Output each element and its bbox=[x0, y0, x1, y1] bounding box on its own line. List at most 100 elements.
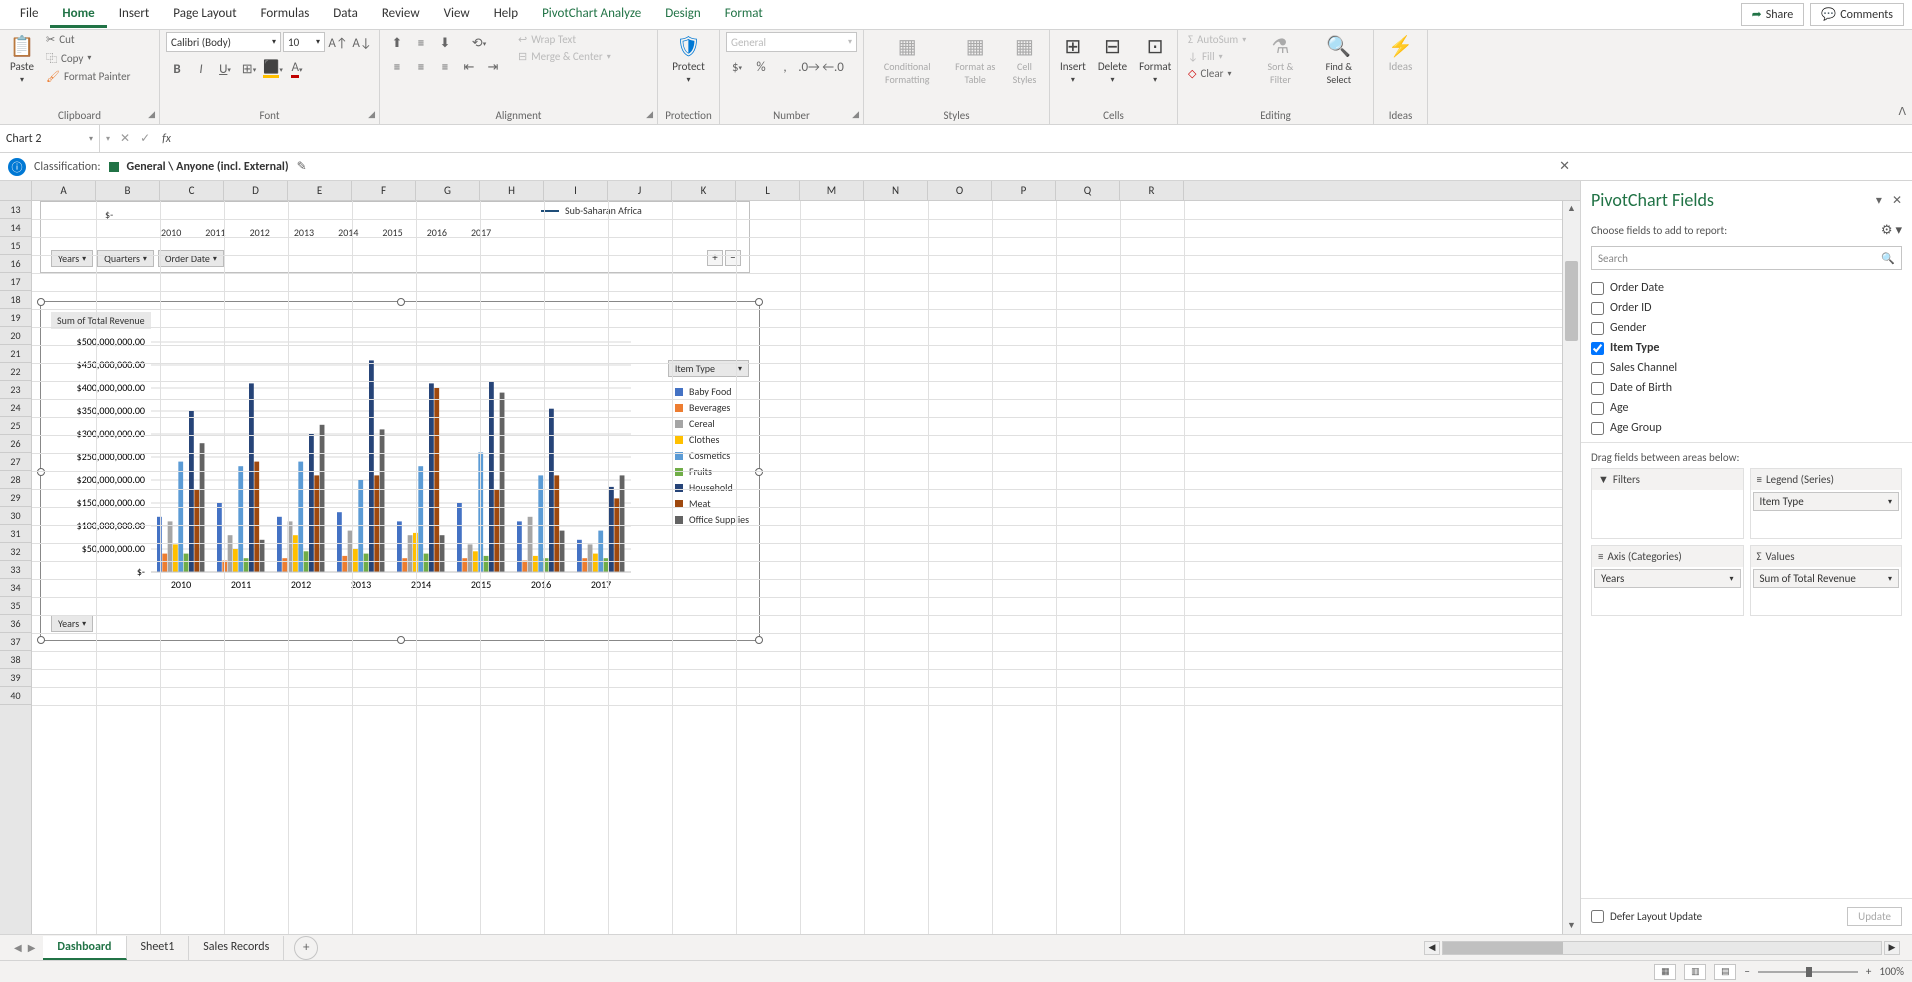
menu-tab-data[interactable]: Data bbox=[321, 2, 370, 28]
indent-inc[interactable]: ⇥ bbox=[482, 56, 504, 78]
row-header-16[interactable]: 16 bbox=[0, 255, 31, 273]
row-header-37[interactable]: 37 bbox=[0, 633, 31, 651]
wrap-text-button[interactable]: ↩Wrap Text bbox=[514, 32, 615, 47]
ribbon-collapse[interactable]: ᐱ bbox=[1898, 105, 1906, 118]
field-checkbox[interactable] bbox=[1591, 342, 1604, 355]
row-header-24[interactable]: 24 bbox=[0, 399, 31, 417]
format-as-table[interactable]: ▦Format as Table bbox=[948, 32, 1002, 88]
hscroll-track[interactable] bbox=[1442, 941, 1882, 955]
gear-icon[interactable]: ⚙ ▾ bbox=[1881, 223, 1902, 238]
fill-button[interactable]: ↓Fill▾ bbox=[1184, 49, 1250, 64]
field-order-date[interactable]: Order Date bbox=[1591, 278, 1902, 298]
field-order-id[interactable]: Order ID bbox=[1591, 298, 1902, 318]
inc-decimal[interactable]: .0→ bbox=[798, 56, 820, 78]
menu-tab-insert[interactable]: Insert bbox=[107, 2, 162, 28]
row-header-14[interactable]: 14 bbox=[0, 219, 31, 237]
field-checkbox[interactable] bbox=[1591, 402, 1604, 415]
font-color-button[interactable]: A▾ bbox=[286, 58, 308, 80]
row-header-26[interactable]: 26 bbox=[0, 435, 31, 453]
field-item-type[interactable]: Item Type bbox=[1591, 338, 1902, 358]
name-box[interactable]: Chart 2▾ bbox=[0, 125, 100, 152]
percent-button[interactable]: % bbox=[750, 56, 772, 78]
select-all-corner[interactable] bbox=[0, 181, 32, 200]
menu-tab-design[interactable]: Design bbox=[653, 2, 712, 28]
defer-layout[interactable]: Defer Layout Update bbox=[1591, 910, 1702, 923]
cut-button[interactable]: ✂Cut bbox=[42, 32, 134, 47]
scroll-down[interactable]: ▼ bbox=[1563, 918, 1580, 934]
format-painter-button[interactable]: 🖌Format Painter bbox=[42, 69, 134, 84]
border-button[interactable]: ⊞▾ bbox=[238, 58, 260, 80]
copy-button[interactable]: ⿻Copy▾ bbox=[42, 49, 134, 67]
sheet-tab-sales-records[interactable]: Sales Records bbox=[189, 936, 284, 960]
area-legend[interactable]: ≡Legend (Series) Item Type▾ bbox=[1750, 468, 1903, 539]
col-header-G[interactable]: G bbox=[416, 181, 480, 200]
view-normal[interactable]: ▦ bbox=[1654, 964, 1676, 980]
add-sheet-button[interactable]: + bbox=[294, 936, 318, 960]
area-legend-body[interactable]: Item Type▾ bbox=[1751, 490, 1902, 538]
underline-button[interactable]: U▾ bbox=[214, 58, 236, 80]
handle-ne[interactable] bbox=[755, 298, 763, 306]
field-checkbox[interactable] bbox=[1591, 322, 1604, 335]
row-header-23[interactable]: 23 bbox=[0, 381, 31, 399]
row-header-19[interactable]: 19 bbox=[0, 309, 31, 327]
chart1-field-order-date[interactable]: Order Date ▾ bbox=[158, 250, 224, 267]
area-axis-body[interactable]: Years▾ bbox=[1592, 567, 1743, 615]
chart1-field-quarters[interactable]: Quarters ▾ bbox=[97, 250, 154, 267]
row-header-25[interactable]: 25 bbox=[0, 417, 31, 435]
font-name-select[interactable]: Calibri (Body)▾ bbox=[166, 32, 281, 52]
field-checkbox[interactable] bbox=[1591, 382, 1604, 395]
close-icon[interactable]: ✕ bbox=[1559, 159, 1570, 174]
row-header-15[interactable]: 15 bbox=[0, 237, 31, 255]
sheet-tab-sheet1[interactable]: Sheet1 bbox=[127, 936, 190, 960]
col-header-R[interactable]: R bbox=[1120, 181, 1184, 200]
menu-tab-review[interactable]: Review bbox=[370, 2, 432, 28]
comma-button[interactable]: , bbox=[774, 56, 796, 78]
format-cells[interactable]: ⊡Format▾ bbox=[1135, 32, 1175, 87]
col-header-F[interactable]: F bbox=[352, 181, 416, 200]
col-header-I[interactable]: I bbox=[544, 181, 608, 200]
orientation[interactable]: ⟲▾ bbox=[468, 32, 490, 54]
align-left[interactable]: ≡ bbox=[386, 56, 408, 78]
col-header-C[interactable]: C bbox=[160, 181, 224, 200]
view-page-break[interactable]: ▤ bbox=[1714, 964, 1736, 980]
row-header-36[interactable]: 36 bbox=[0, 615, 31, 633]
col-header-A[interactable]: A bbox=[32, 181, 96, 200]
col-header-P[interactable]: P bbox=[992, 181, 1056, 200]
fx-icon[interactable]: fx bbox=[156, 132, 177, 146]
hscroll-left[interactable]: ◀ bbox=[1424, 941, 1440, 955]
row-header-35[interactable]: 35 bbox=[0, 597, 31, 615]
view-page-layout[interactable]: ▥ bbox=[1684, 964, 1706, 980]
row-header-13[interactable]: 13 bbox=[0, 201, 31, 219]
update-button[interactable]: Update bbox=[1847, 907, 1902, 926]
fbar-dropdown-icon[interactable]: ▾ bbox=[106, 134, 110, 144]
italic-button[interactable]: I bbox=[190, 58, 212, 80]
field-checkbox[interactable] bbox=[1591, 422, 1604, 435]
font-size-select[interactable]: 10▾ bbox=[283, 32, 325, 52]
align-top[interactable]: ⬆ bbox=[386, 32, 408, 54]
menu-tab-pivotchart-analyze[interactable]: PivotChart Analyze bbox=[530, 2, 653, 28]
delete-cells[interactable]: ⊟Delete▾ bbox=[1094, 32, 1131, 87]
fill-color-button[interactable]: ⬛▾ bbox=[262, 58, 284, 80]
field-age[interactable]: Age bbox=[1591, 398, 1902, 418]
shrink-font-button[interactable]: A↓ bbox=[351, 32, 373, 54]
col-header-O[interactable]: O bbox=[928, 181, 992, 200]
field-checkbox[interactable] bbox=[1591, 302, 1604, 315]
find-select[interactable]: 🔍Find & Select bbox=[1311, 32, 1367, 88]
field-date-of-birth[interactable]: Date of Birth bbox=[1591, 378, 1902, 398]
alignment-launcher[interactable]: ◢ bbox=[646, 109, 653, 120]
row-header-30[interactable]: 30 bbox=[0, 507, 31, 525]
chart1-plus[interactable]: + bbox=[707, 250, 723, 266]
tab-prev[interactable]: ◀ bbox=[14, 941, 22, 954]
grow-font-button[interactable]: A↑ bbox=[327, 32, 349, 54]
col-header-J[interactable]: J bbox=[608, 181, 672, 200]
indent-dec[interactable]: ⇤ bbox=[458, 56, 480, 78]
cancel-icon[interactable]: ✕ bbox=[120, 131, 130, 146]
zoom-out[interactable]: − bbox=[1744, 965, 1749, 978]
col-header-H[interactable]: H bbox=[480, 181, 544, 200]
row-header-39[interactable]: 39 bbox=[0, 669, 31, 687]
values-item[interactable]: Sum of Total Revenue▾ bbox=[1753, 569, 1900, 588]
axis-item[interactable]: Years▾ bbox=[1594, 569, 1741, 588]
defer-checkbox[interactable] bbox=[1591, 910, 1604, 923]
clear-button[interactable]: ◇Clear▾ bbox=[1184, 66, 1250, 81]
area-filters-body[interactable] bbox=[1592, 490, 1743, 538]
